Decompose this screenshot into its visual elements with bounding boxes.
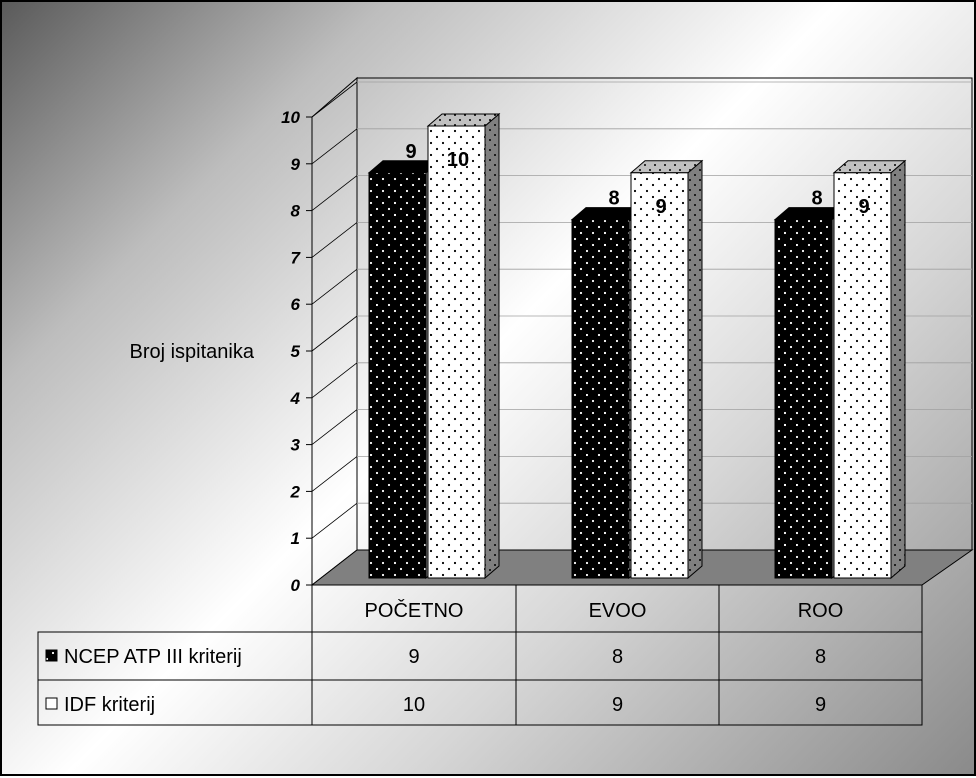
table-cell: 8	[815, 646, 826, 668]
gridline-side	[311, 222, 358, 258]
y-tick-label: 4	[290, 389, 301, 408]
y-tick-label: 1	[291, 529, 300, 548]
bar-front	[571, 219, 630, 579]
bar-side	[890, 159, 906, 580]
bar-front	[368, 172, 427, 579]
data-label: 8	[608, 188, 619, 210]
y-tick-label: 10	[281, 108, 300, 127]
gridline-side	[311, 456, 358, 492]
y-axis-label: Broj ispitanika	[129, 341, 254, 363]
bar-front	[833, 172, 892, 579]
bars: 9 10 8 9 8 9	[367, 112, 907, 580]
bar	[426, 112, 501, 580]
data-label: 8	[811, 188, 822, 210]
y-tick-label: 9	[291, 155, 301, 174]
table-cell: 8	[612, 646, 623, 668]
data-label: 9	[655, 196, 666, 218]
table-cell: 9	[612, 694, 623, 716]
gridline-side	[311, 362, 358, 399]
gridline-side	[311, 502, 358, 539]
gridline-side	[311, 315, 358, 352]
gridline-side	[311, 128, 358, 165]
x-category-label: ROO	[798, 600, 844, 622]
gridline-side	[311, 175, 358, 211]
bar-front	[427, 125, 486, 579]
data-label: 10	[447, 149, 469, 171]
y-axis-ticks: 0 1 2 3 4 5 6 7 8 9 10	[281, 108, 312, 595]
data-table: POČETNO EVOO ROO NCEP ATP III kriterij 9 8 8 ID…	[37, 584, 923, 726]
y-tick-label: 2	[290, 482, 301, 501]
table-cell: 10	[403, 694, 425, 716]
gridline-side	[311, 268, 358, 305]
bar	[629, 159, 704, 580]
bar	[832, 159, 907, 580]
y-tick-label: 0	[291, 576, 301, 595]
y-tick-label: 7	[291, 248, 302, 267]
y-tick-label: 3	[291, 436, 301, 455]
data-label: 9	[405, 141, 416, 163]
table-cell: 9	[815, 694, 826, 716]
x-category-label: EVOO	[589, 600, 647, 622]
legend-key	[45, 649, 58, 662]
y-tick-label: 6	[291, 295, 301, 314]
y-tick-label: 8	[291, 202, 301, 221]
legend-key	[45, 697, 58, 710]
legend-entry: IDF kriterij	[64, 694, 155, 716]
gridline-side	[311, 81, 358, 118]
gridline-side	[311, 409, 358, 445]
data-label: 9	[858, 196, 869, 218]
table-row	[37, 679, 923, 726]
table-cell: 9	[408, 646, 419, 668]
x-category-label: POČETNO	[365, 599, 464, 622]
legend-entry: NCEP ATP III kriterij	[64, 646, 242, 668]
y-tick-label: 5	[291, 342, 301, 361]
bar-front	[630, 172, 689, 579]
bar-side	[484, 112, 500, 580]
bar-side	[687, 159, 703, 580]
bar-front	[774, 219, 833, 579]
